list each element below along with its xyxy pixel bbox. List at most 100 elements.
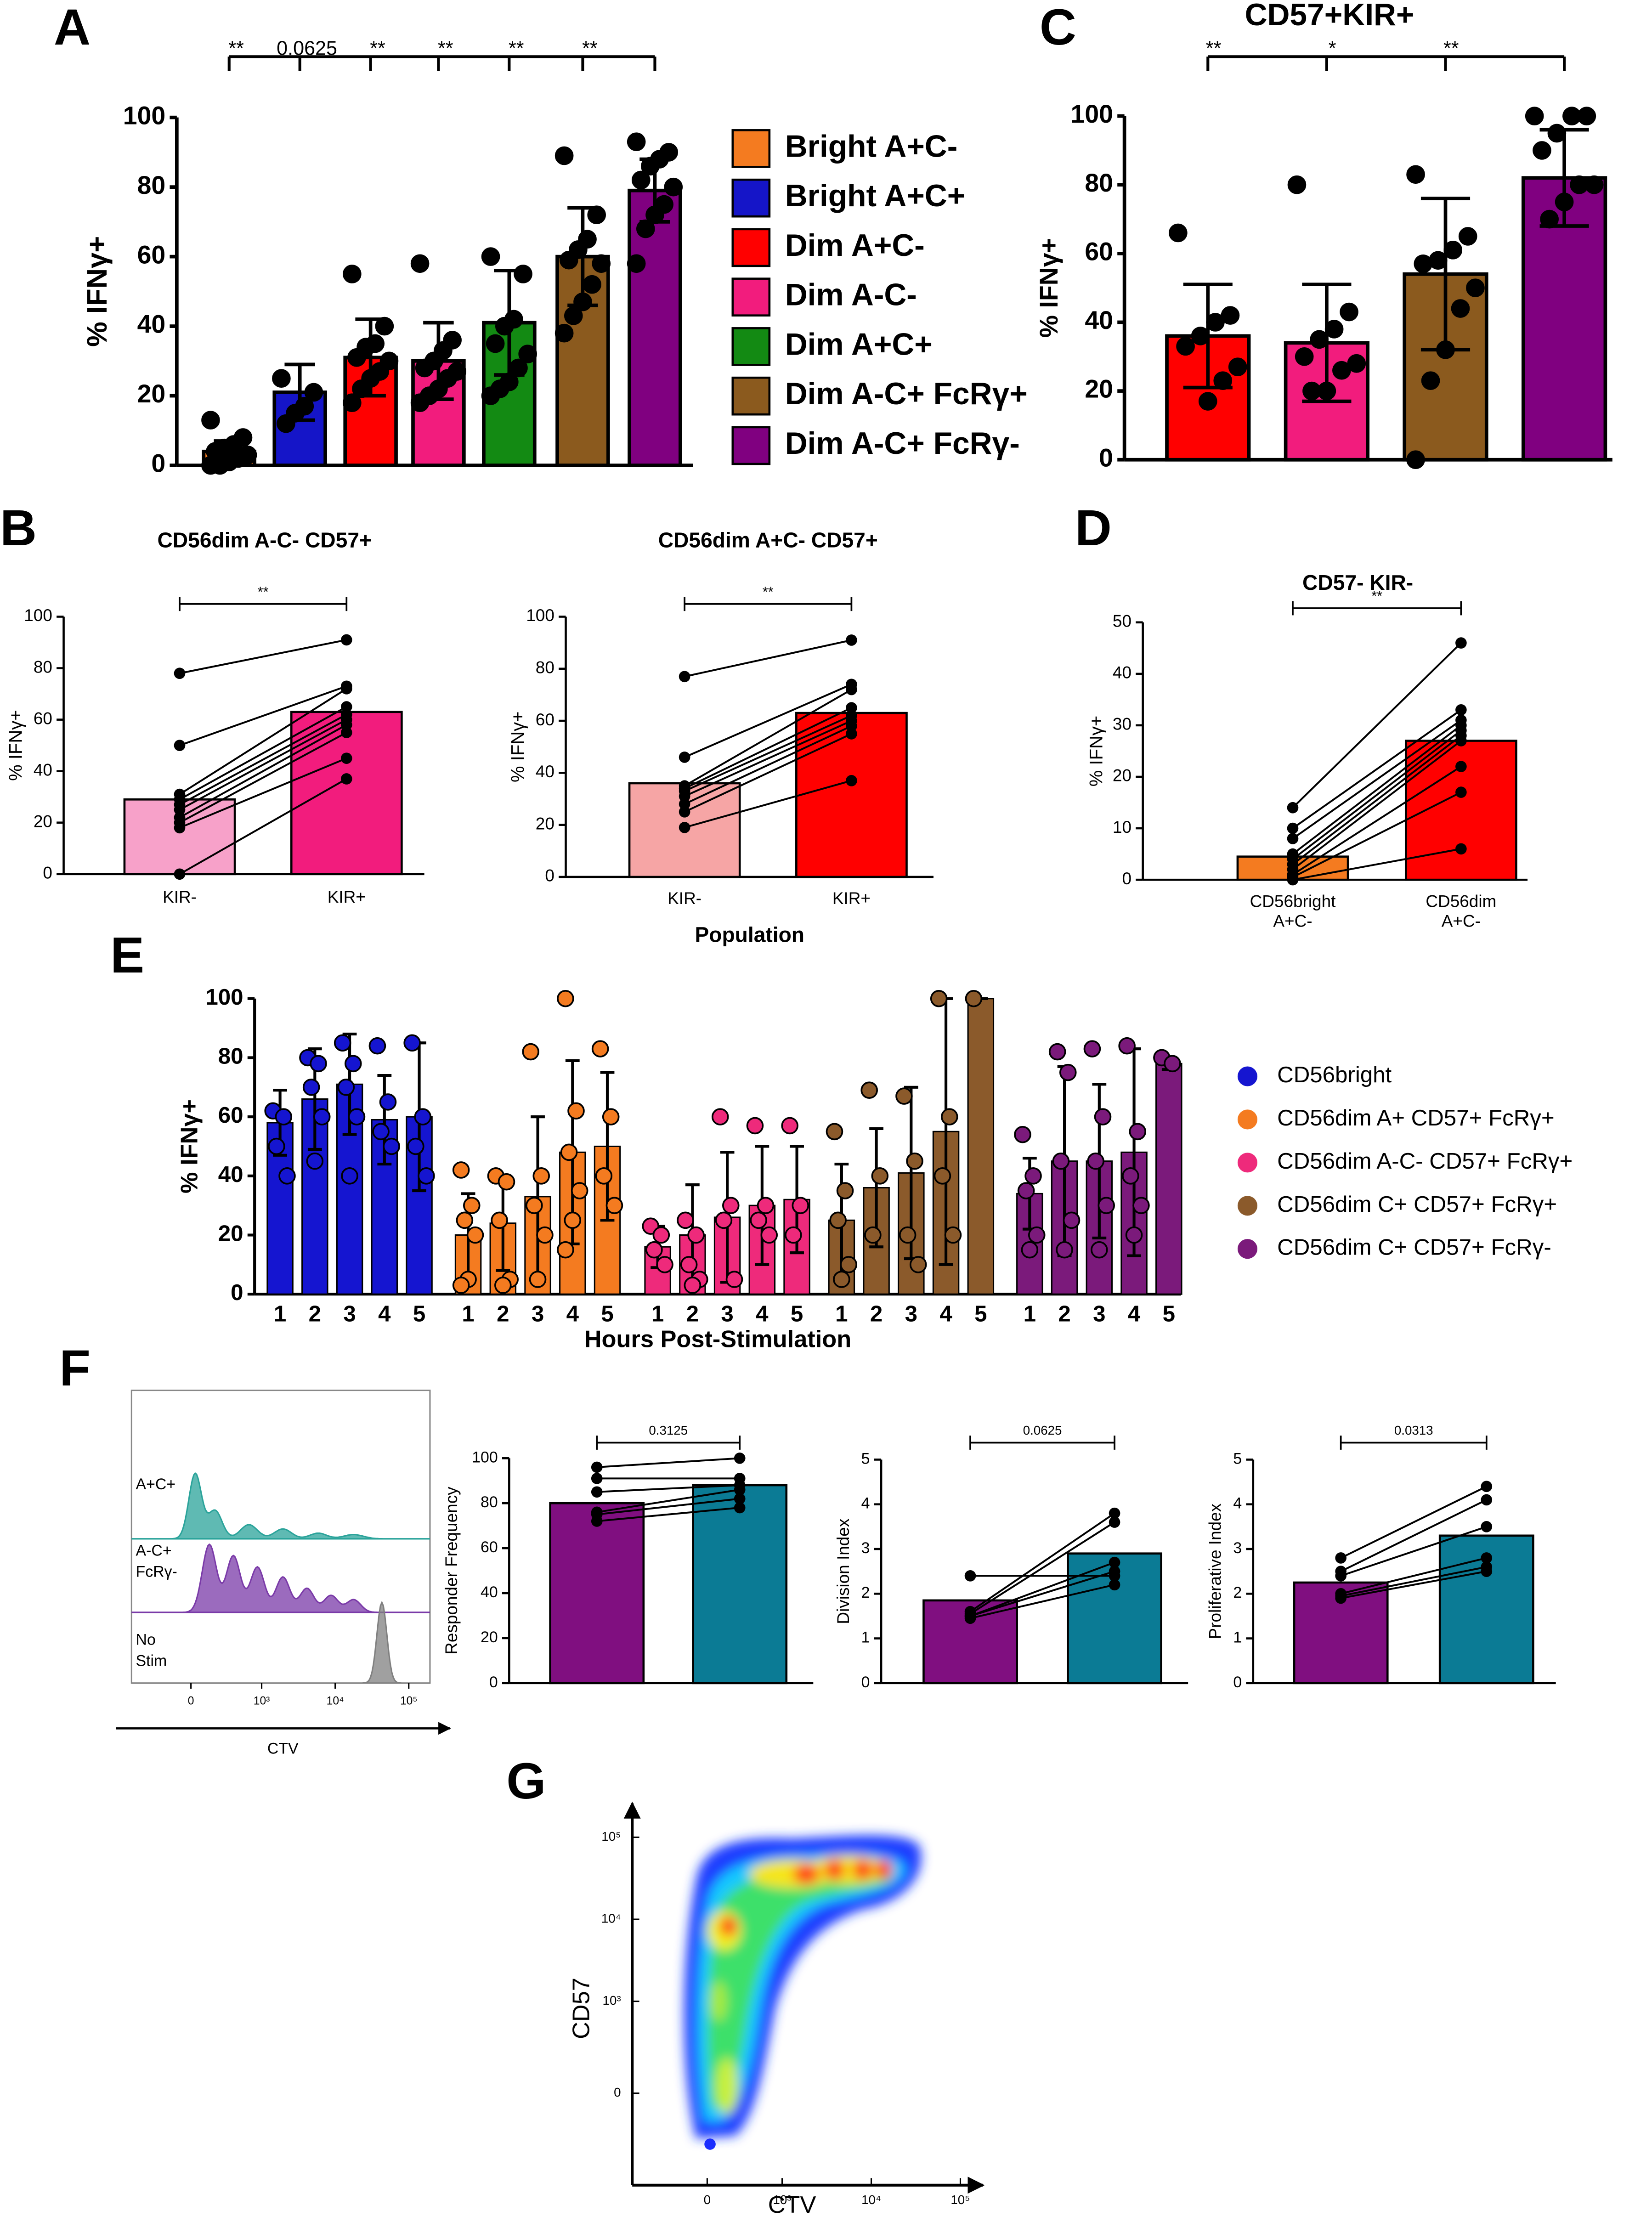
data-point — [1421, 371, 1440, 390]
x-tick-label: 3 — [532, 1301, 544, 1326]
chart-title: CD56dim A+C- CD57+ — [658, 528, 878, 552]
data-point — [573, 292, 592, 311]
data-point — [1455, 786, 1467, 798]
data-point — [1191, 327, 1210, 345]
data-point — [174, 667, 186, 679]
data-point — [174, 740, 186, 751]
x-tick-label: 10⁴ — [327, 1695, 344, 1707]
histogram-curve — [131, 1600, 430, 1684]
y-tick-label: 1 — [861, 1629, 870, 1646]
x-tick-label: 10⁵ — [950, 2193, 970, 2207]
data-point — [785, 1226, 802, 1244]
data-point — [518, 345, 537, 364]
y-tick-label: 10 — [1113, 818, 1132, 837]
data-point — [201, 456, 220, 475]
significance-label: ** — [763, 583, 774, 599]
x-tick-label: 0 — [704, 2193, 711, 2207]
lane-label: A+C+ — [136, 1476, 176, 1493]
x-tick-label: 4 — [566, 1301, 579, 1326]
data-point — [347, 348, 366, 367]
pair-line — [1292, 740, 1462, 871]
x-tick-label: CD56bright A+C- — [1250, 892, 1336, 930]
legend-marker — [1237, 1153, 1258, 1173]
data-point — [964, 1570, 976, 1582]
data-point — [418, 1167, 435, 1185]
legend-swatch — [731, 426, 771, 465]
legend-swatch — [731, 228, 771, 267]
data-point — [592, 254, 611, 273]
data-point — [495, 317, 514, 336]
pair-line — [1341, 1526, 1487, 1577]
data-point — [605, 1197, 623, 1214]
y-tick-label: 60 — [536, 710, 554, 729]
data-point — [529, 1271, 547, 1288]
pair-line — [1340, 1485, 1487, 1559]
x-tick-label: 2 — [1058, 1301, 1070, 1326]
x-tick-label: 2 — [686, 1301, 699, 1326]
y-tick-label: 100 — [1071, 100, 1113, 128]
data-point — [1295, 347, 1314, 366]
y-tick-label: 2 — [861, 1584, 870, 1601]
data-point — [846, 728, 857, 740]
pair-line — [1292, 719, 1462, 840]
legend-label: CD56dim A-C- CD57+ FcRγ+ — [1277, 1148, 1573, 1174]
legend-label: CD56dim C+ CD57+ FcRγ- — [1277, 1235, 1551, 1260]
data-point — [340, 752, 352, 764]
y-tick-label: 60 — [1085, 237, 1113, 266]
data-point — [679, 798, 690, 810]
pair-line — [179, 713, 347, 806]
pair-line — [684, 683, 852, 758]
data-point — [1014, 1125, 1031, 1143]
data-point — [174, 822, 186, 834]
data-point — [481, 386, 500, 405]
legend-label: CD56bright — [1277, 1062, 1392, 1087]
lane-label: No Stim — [136, 1631, 167, 1669]
data-point — [627, 132, 646, 152]
pair-line — [684, 714, 852, 792]
y-tick-label: 40 — [481, 1583, 498, 1601]
chart-title: CD57+KIR+ — [1245, 0, 1414, 32]
data-point — [1406, 450, 1425, 469]
pair-line — [179, 706, 347, 801]
density-peak — [720, 1916, 737, 1936]
data-point — [379, 1093, 397, 1111]
pair-line — [1292, 724, 1462, 855]
y-axis-label: % IFNγ+ — [1035, 238, 1063, 338]
y-tick-label: 20 — [1113, 766, 1132, 785]
density-level — [707, 1869, 891, 2108]
y-tick-label: 0 — [1233, 1674, 1242, 1691]
y-tick-label: 100 — [123, 101, 165, 130]
y-tick-label: 20 — [34, 812, 52, 831]
data-point — [526, 1197, 543, 1214]
data-point — [1094, 1108, 1112, 1125]
data-point — [1109, 1556, 1120, 1568]
data-point — [591, 1515, 603, 1527]
y-tick-label: 0 — [861, 1674, 870, 1691]
data-point — [1525, 107, 1544, 125]
pair-line — [969, 1512, 1115, 1612]
legend-swatch — [731, 178, 771, 218]
data-point — [1481, 1566, 1493, 1577]
data-point — [1109, 1507, 1120, 1519]
data-point — [1562, 107, 1581, 125]
y-tick-label: 30 — [1113, 715, 1132, 734]
y-tick-label: 40 — [1085, 306, 1113, 334]
data-point — [334, 1034, 351, 1052]
data-point — [340, 727, 352, 738]
y-axis-label: Proliferative Index — [1206, 1503, 1225, 1639]
pair-line — [1292, 642, 1462, 809]
data-point — [1017, 1182, 1035, 1199]
data-point — [410, 393, 430, 413]
data-point — [1109, 1579, 1120, 1591]
y-tick-label: 100 — [24, 606, 52, 625]
y-tick-label: 60 — [34, 709, 52, 728]
data-point — [846, 702, 857, 714]
significance-label: ** — [509, 37, 524, 59]
pair-line — [970, 1570, 1115, 1617]
legend-label: Bright A+C- — [785, 129, 958, 164]
legend-label: Dim A+C- — [785, 228, 925, 263]
x-tick-label: 5 — [974, 1301, 987, 1326]
significance-label: 0.0313 — [1394, 1423, 1433, 1437]
bar — [628, 188, 682, 467]
data-point — [1063, 1211, 1081, 1229]
